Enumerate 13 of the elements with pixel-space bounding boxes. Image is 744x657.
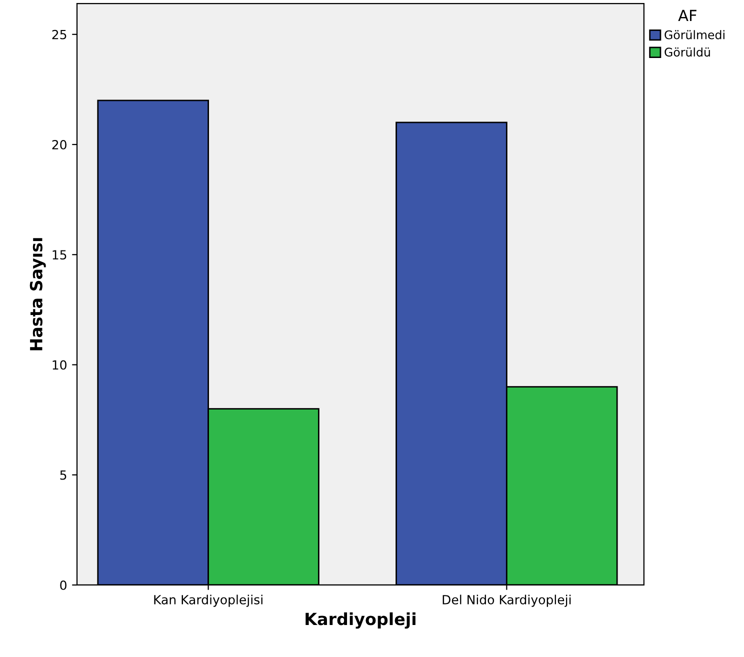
y-tick-label: 0: [60, 580, 66, 590]
y-tick-label: 5: [60, 470, 66, 480]
y-tick-label: 20: [52, 140, 66, 150]
y-tick-label: 10: [52, 360, 66, 370]
x-axis-title: Kardiyopleji: [306, 612, 416, 629]
legend-label: Görülmedi: [664, 30, 724, 40]
x-tick-label: Kan Kardiyoplejisi: [154, 594, 262, 607]
x-tick-label: Del Nido Kardiyopleji: [442, 594, 571, 607]
y-tick-label: 15: [52, 250, 66, 260]
y-axis-title: Hasta Sayısı: [30, 238, 46, 350]
y-tick-label: 25: [52, 30, 66, 40]
legend-label: Görüldü: [664, 47, 710, 57]
legend-title: AF: [678, 10, 696, 22]
